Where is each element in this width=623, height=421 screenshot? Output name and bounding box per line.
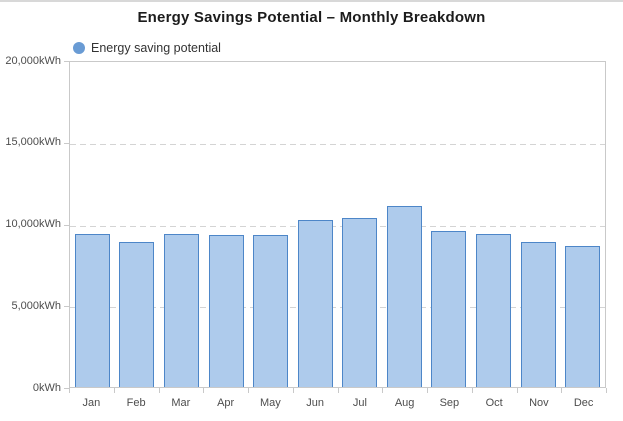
bar-slot-mar <box>159 62 204 387</box>
x-axis-label-dec: Dec <box>573 397 594 409</box>
x-axis-tick <box>292 388 294 393</box>
x-axis-label-nov: Nov <box>529 397 549 409</box>
x-axis-tick <box>382 388 384 393</box>
bar-slot-feb <box>115 62 160 387</box>
bar-aug[interactable] <box>386 206 422 387</box>
bar-mar[interactable] <box>163 233 199 387</box>
bar-feb[interactable] <box>119 241 155 387</box>
y-axis-tick <box>64 306 69 308</box>
x-axis-tick <box>158 388 160 393</box>
y-axis-label: 10,000kWh <box>5 218 61 230</box>
legend-item-energy-saving-potential[interactable]: Energy saving potential <box>73 41 221 55</box>
x-axis-label-aug: Aug <box>394 397 415 409</box>
x-axis-label-jun: Jun <box>306 397 324 409</box>
x-axis-tick <box>471 388 473 393</box>
bar-jun[interactable] <box>297 219 333 387</box>
bar-slot-jun <box>293 62 338 387</box>
bar-jul[interactable] <box>342 217 378 387</box>
x-axis-label-sep: Sep <box>439 397 460 409</box>
bar-series <box>70 62 605 387</box>
y-axis-tick <box>64 142 69 144</box>
bar-dec[interactable] <box>565 245 601 387</box>
y-axis-tick <box>64 61 69 62</box>
y-axis-label: 0kWh <box>32 381 61 394</box>
bar-slot-aug <box>382 62 427 387</box>
y-axis-tick <box>64 388 69 389</box>
x-axis-tick <box>113 388 115 393</box>
bar-may[interactable] <box>253 234 289 387</box>
bar-jan[interactable] <box>74 233 110 387</box>
x-axis-tick <box>606 388 607 393</box>
x-axis-label-jul: Jul <box>352 397 367 409</box>
x-axis-tick <box>248 388 249 393</box>
x-axis-tick <box>561 388 563 393</box>
x-axis-tick <box>427 388 428 393</box>
x-axis-tick <box>516 388 518 393</box>
chart-title: Energy Savings Potential – Monthly Break… <box>137 9 486 26</box>
x-axis-tick <box>203 388 205 393</box>
x-axis-label-oct: Oct <box>485 397 503 409</box>
bar-slot-apr <box>204 62 249 387</box>
x-axis-label-apr: Apr <box>217 397 235 409</box>
bar-slot-jan <box>70 62 115 387</box>
x-axis-label-mar: Mar <box>171 397 191 409</box>
y-axis-tick <box>64 224 69 226</box>
bar-sep[interactable] <box>431 231 467 387</box>
legend-circle-icon <box>73 42 85 54</box>
bar-oct[interactable] <box>475 234 511 387</box>
bar-slot-may <box>248 62 293 387</box>
bar-slot-oct <box>471 62 516 387</box>
x-axis-label-may: May <box>259 397 281 409</box>
y-axis-label: 5,000kWh <box>11 299 61 312</box>
top-border <box>0 0 623 2</box>
bar-slot-dec <box>560 62 605 387</box>
x-axis-label-jan: Jan <box>82 397 101 409</box>
y-axis-label: 20,000kWh <box>5 54 61 67</box>
bar-slot-jul <box>337 62 382 387</box>
y-axis-label: 15,000kWh <box>5 136 61 149</box>
plot-area <box>69 61 606 388</box>
x-axis-tick <box>337 388 339 393</box>
x-axis-labels: Jan Feb Mar Apr May Jun Jul Aug Sep Oct Nov Dec <box>69 395 606 411</box>
bar-slot-sep <box>427 62 472 387</box>
x-axis-label-feb: Feb <box>126 397 146 409</box>
bar-nov[interactable] <box>520 241 556 387</box>
x-axis-tick <box>69 388 70 393</box>
bar-slot-nov <box>516 62 561 387</box>
bar-apr[interactable] <box>208 234 244 387</box>
legend-label: Energy saving potential <box>91 41 221 55</box>
